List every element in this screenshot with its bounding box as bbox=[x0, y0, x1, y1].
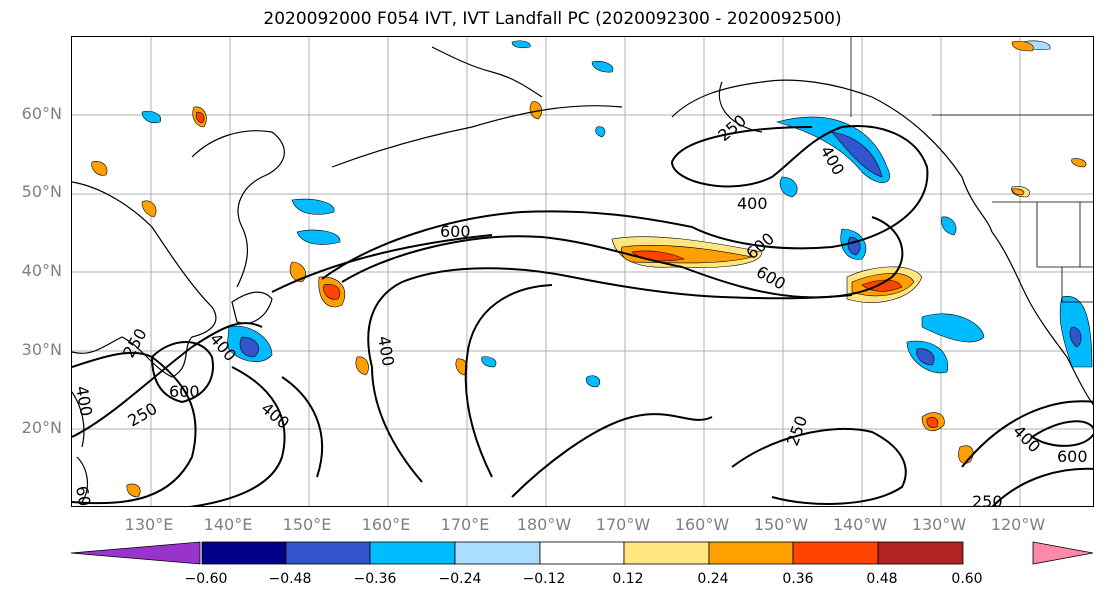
lon-label-180w: 180°W bbox=[516, 515, 572, 534]
negative-pc-patches bbox=[141, 40, 1093, 388]
colorbar-tick-label: 0.12 bbox=[612, 571, 644, 587]
colorbar-tick-label: −0.60 bbox=[184, 571, 228, 587]
colorbar-block bbox=[201, 541, 287, 565]
lon-label-160w: 160°W bbox=[674, 515, 730, 534]
map-panel[interactable]: 600 400 600 400 250 400 600 400 250 400 … bbox=[71, 36, 1094, 507]
colorbar bbox=[70, 541, 1094, 565]
graticule bbox=[72, 37, 1093, 506]
lon-label-150w: 150°W bbox=[753, 515, 809, 534]
lon-label-170e: 170°E bbox=[440, 515, 490, 534]
colorbar-extension-max bbox=[1032, 541, 1094, 565]
contour-label: 600 bbox=[440, 222, 471, 241]
colorbar-block bbox=[708, 541, 794, 565]
contour-label: 600 bbox=[753, 262, 789, 294]
contour-label: 600 bbox=[169, 382, 200, 401]
colorbar-block bbox=[285, 541, 371, 565]
contour-labels: 600 400 600 400 250 400 600 400 250 400 … bbox=[72, 111, 1088, 507]
borders bbox=[850, 37, 1093, 303]
contour-label: 250 bbox=[714, 111, 750, 145]
ivt-contours bbox=[72, 125, 1093, 506]
lat-label-50n: 50°N bbox=[21, 182, 62, 201]
colorbar-tick-label: 0.48 bbox=[866, 571, 898, 587]
contour-label: 600 bbox=[72, 484, 96, 507]
contour-label: 400 bbox=[1009, 421, 1044, 456]
colorbar-tick-label: 0.60 bbox=[951, 571, 983, 587]
contour-label: 250 bbox=[972, 492, 1003, 507]
lon-label-160e: 160°E bbox=[361, 515, 411, 534]
contour-label: 400 bbox=[737, 194, 768, 213]
colorbar-tick-label: 0.36 bbox=[782, 571, 814, 587]
colorbar-tick-label: −0.24 bbox=[438, 571, 482, 587]
contour-label: 400 bbox=[72, 384, 96, 417]
lat-label-20n: 20°N bbox=[21, 418, 62, 437]
lon-label-170w: 170°W bbox=[595, 515, 651, 534]
lon-label-130w: 130°W bbox=[911, 515, 967, 534]
contour-label: 400 bbox=[374, 334, 398, 367]
lat-label-60n: 60°N bbox=[21, 104, 62, 123]
contour-label: 250 bbox=[125, 399, 161, 431]
contour-label: 250 bbox=[783, 413, 811, 448]
lon-label-150e: 150°E bbox=[282, 515, 332, 534]
colorbar-block bbox=[454, 541, 541, 565]
lat-label-30n: 30°N bbox=[21, 340, 62, 359]
colorbar-block bbox=[623, 541, 710, 565]
lat-label-40n: 40°N bbox=[21, 261, 62, 280]
contour-label: 600 bbox=[1057, 447, 1088, 466]
colorbar-tick-label: −0.36 bbox=[353, 571, 397, 587]
colorbar-block bbox=[877, 541, 964, 565]
lon-label-120w: 120°W bbox=[990, 515, 1046, 534]
lon-label-140w: 140°W bbox=[832, 515, 888, 534]
lon-label-130e: 130°E bbox=[124, 515, 174, 534]
colorbar-block bbox=[539, 541, 625, 565]
colorbar-tick-label: 0.24 bbox=[697, 571, 729, 587]
lon-label-140e: 140°E bbox=[203, 515, 253, 534]
contour-label: 400 bbox=[257, 399, 293, 433]
map-svg: 600 400 600 400 250 400 600 400 250 400 … bbox=[72, 37, 1093, 507]
colorbar-extension-min bbox=[70, 541, 201, 565]
map-title: 2020092000 F054 IVT, IVT Landfall PC (20… bbox=[263, 9, 842, 29]
colorbar-block bbox=[792, 541, 879, 565]
colorbar-tick-label: −0.48 bbox=[268, 571, 312, 587]
colorbar-tick-label: −0.12 bbox=[522, 571, 566, 587]
colorbar-block bbox=[369, 541, 456, 565]
